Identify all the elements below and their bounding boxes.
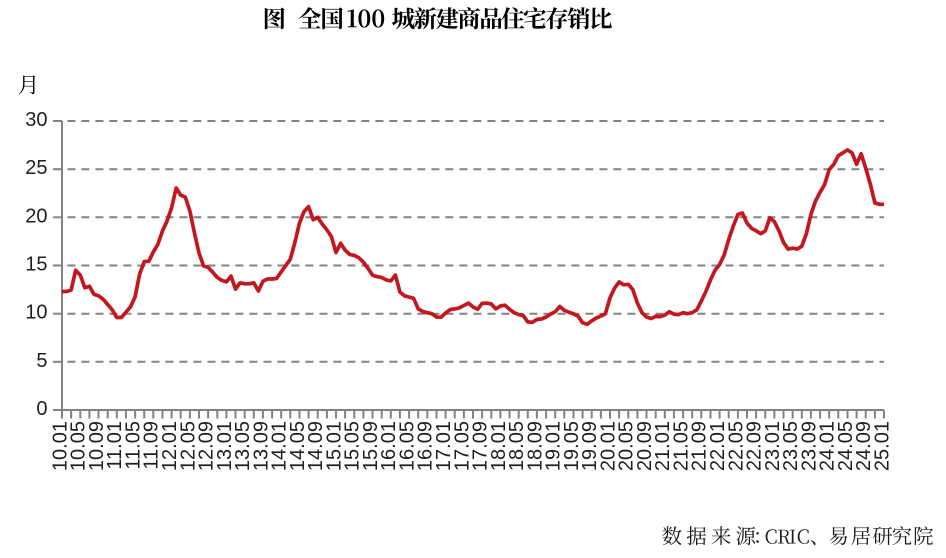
- svg-text:19.01: 19.01: [543, 421, 565, 471]
- svg-text:24.05: 24.05: [835, 421, 857, 471]
- svg-text:30: 30: [25, 109, 47, 131]
- svg-text:23.01: 23.01: [762, 421, 784, 471]
- svg-text:12.01: 12.01: [159, 421, 181, 471]
- svg-text:10.05: 10.05: [68, 421, 90, 471]
- svg-text:18.05: 18.05: [506, 421, 528, 471]
- svg-text:22.09: 22.09: [744, 421, 766, 471]
- svg-text:19.09: 19.09: [579, 421, 601, 471]
- svg-text:24.09: 24.09: [853, 421, 875, 471]
- svg-text:15.09: 15.09: [360, 421, 382, 471]
- svg-text:12.09: 12.09: [196, 421, 218, 471]
- svg-text:20.09: 20.09: [634, 421, 656, 471]
- svg-text:0: 0: [36, 398, 47, 420]
- svg-text:16.01: 16.01: [378, 421, 400, 471]
- svg-text:10: 10: [25, 302, 47, 324]
- svg-text:20: 20: [25, 205, 47, 227]
- svg-text:25: 25: [25, 157, 47, 179]
- svg-text:23.09: 23.09: [798, 421, 820, 471]
- svg-text:17.05: 17.05: [451, 421, 473, 471]
- svg-text:22.05: 22.05: [725, 421, 747, 471]
- svg-text:20.01: 20.01: [597, 421, 619, 471]
- svg-text:13.05: 13.05: [232, 421, 254, 471]
- svg-text:15.05: 15.05: [342, 421, 364, 471]
- svg-text:14.09: 14.09: [305, 421, 327, 471]
- svg-text:20.05: 20.05: [616, 421, 638, 471]
- svg-text:14.05: 14.05: [287, 421, 309, 471]
- svg-text:18.09: 18.09: [524, 421, 546, 471]
- svg-text:14.01: 14.01: [269, 421, 291, 471]
- svg-text:25.01: 25.01: [871, 421, 893, 471]
- svg-text:10.01: 10.01: [49, 421, 71, 471]
- svg-text:13.01: 13.01: [214, 421, 236, 471]
- svg-text:22.01: 22.01: [707, 421, 729, 471]
- svg-text:12.05: 12.05: [177, 421, 199, 471]
- svg-text:11.09: 11.09: [141, 421, 163, 470]
- svg-text:11.05: 11.05: [123, 421, 145, 470]
- svg-text:16.09: 16.09: [415, 421, 437, 471]
- svg-text:5: 5: [36, 350, 47, 372]
- svg-text:17.09: 17.09: [470, 421, 492, 471]
- svg-text:15: 15: [25, 254, 47, 276]
- svg-text:13.09: 13.09: [250, 421, 272, 471]
- svg-text:21.09: 21.09: [689, 421, 711, 471]
- svg-text:16.05: 16.05: [397, 421, 419, 471]
- svg-text:24.01: 24.01: [817, 421, 839, 471]
- svg-text:18.01: 18.01: [488, 421, 510, 471]
- svg-text:11.01: 11.01: [104, 421, 126, 470]
- svg-text:21.05: 21.05: [671, 421, 693, 471]
- svg-text:19.05: 19.05: [561, 421, 583, 471]
- svg-text:23.05: 23.05: [780, 421, 802, 471]
- svg-text:15.01: 15.01: [323, 421, 345, 471]
- svg-text:10.09: 10.09: [86, 421, 108, 471]
- svg-text:17.01: 17.01: [433, 421, 455, 471]
- svg-text:21.01: 21.01: [652, 421, 674, 471]
